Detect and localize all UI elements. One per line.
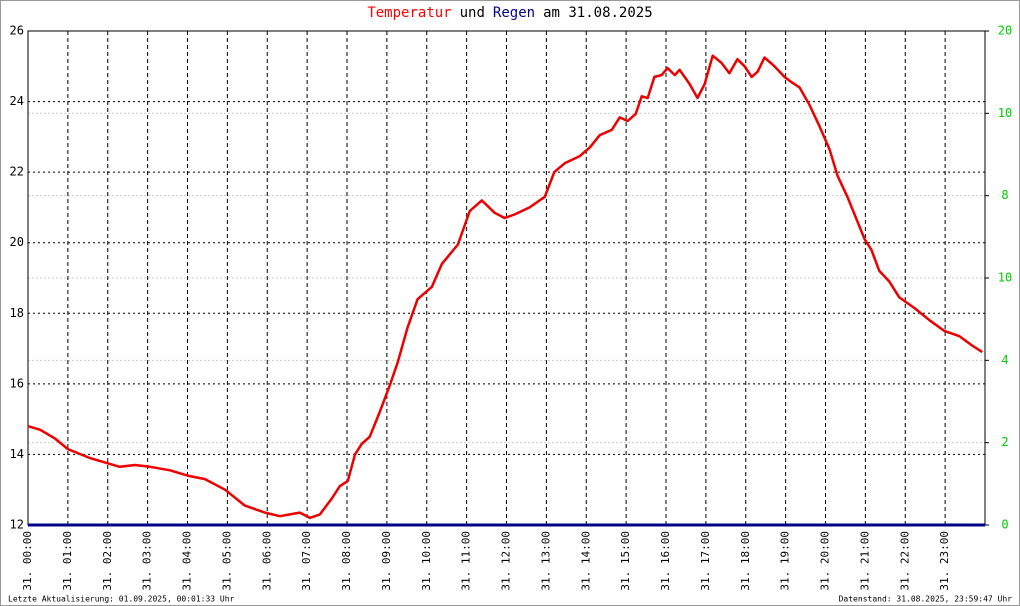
y-tick-label: 18: [10, 306, 24, 320]
x-tick-label: 31. 12:00: [500, 531, 513, 591]
x-tick-label: 31. 19:00: [779, 531, 792, 591]
x-tick-label: 31. 05:00: [220, 531, 233, 591]
y2-tick-label: 10: [998, 106, 1012, 120]
y-tick-label: 12: [10, 518, 24, 532]
x-tick-label: 31. 06:00: [260, 531, 273, 591]
x-tick-label: 31. 22:00: [898, 531, 911, 591]
y-tick-label: 14: [10, 447, 24, 461]
chart-title: Temperatur und Regen am 31.08.2025: [367, 5, 652, 21]
x-tick-label: 31. 15:00: [619, 531, 632, 591]
y-tick-label: 16: [10, 376, 24, 390]
footer-right: Datenstand: 31.08.2025, 23:59:47 Uhr: [839, 595, 1013, 604]
title-part: am 31.08.2025: [543, 5, 653, 21]
x-tick-label: 31. 00:00: [21, 531, 34, 591]
x-tick-label: 31. 23:00: [938, 531, 951, 591]
y2-tick-label: 20: [998, 24, 1012, 38]
title-part: und: [460, 5, 485, 21]
title-part: Regen: [493, 5, 535, 21]
x-tick-label: 31. 07:00: [300, 531, 313, 591]
x-tick-label: 31. 18:00: [739, 531, 752, 591]
x-tick-label: 31. 16:00: [659, 531, 672, 591]
y2-tick-label: 10: [998, 271, 1012, 285]
y2-tick-label: 4: [1001, 353, 1008, 367]
x-tick-label: 31. 11:00: [460, 531, 473, 591]
y2-tick-label: 8: [1001, 188, 1008, 202]
y-tick-label: 26: [10, 24, 24, 38]
x-tick-label: 31. 21:00: [858, 531, 871, 591]
x-tick-label: 31. 04:00: [181, 531, 194, 591]
x-tick-label: 31. 10:00: [420, 531, 433, 591]
y2-tick-label: 0: [1001, 518, 1008, 532]
y2-tick-label: 2: [1001, 435, 1008, 449]
x-tick-label: 31. 02:00: [101, 531, 114, 591]
y-tick-label: 24: [10, 94, 24, 108]
x-tick-label: 31. 13:00: [539, 531, 552, 591]
x-tick-label: 31. 08:00: [340, 531, 353, 591]
footer-left: Letzte Aktualisierung: 01.09.2025, 00:01…: [8, 595, 235, 604]
x-tick-label: 31. 14:00: [579, 531, 592, 591]
x-tick-label: 31. 17:00: [699, 531, 712, 591]
title-part: Temperatur: [367, 5, 451, 21]
x-tick-label: 31. 09:00: [380, 531, 393, 591]
y-tick-label: 20: [10, 235, 24, 249]
series-line: [27, 54, 983, 520]
x-tick-label: 31. 03:00: [141, 531, 154, 591]
x-tick-label: 31. 20:00: [819, 531, 832, 591]
x-tick-label: 31. 01:00: [61, 531, 74, 591]
y-tick-label: 22: [10, 165, 24, 179]
